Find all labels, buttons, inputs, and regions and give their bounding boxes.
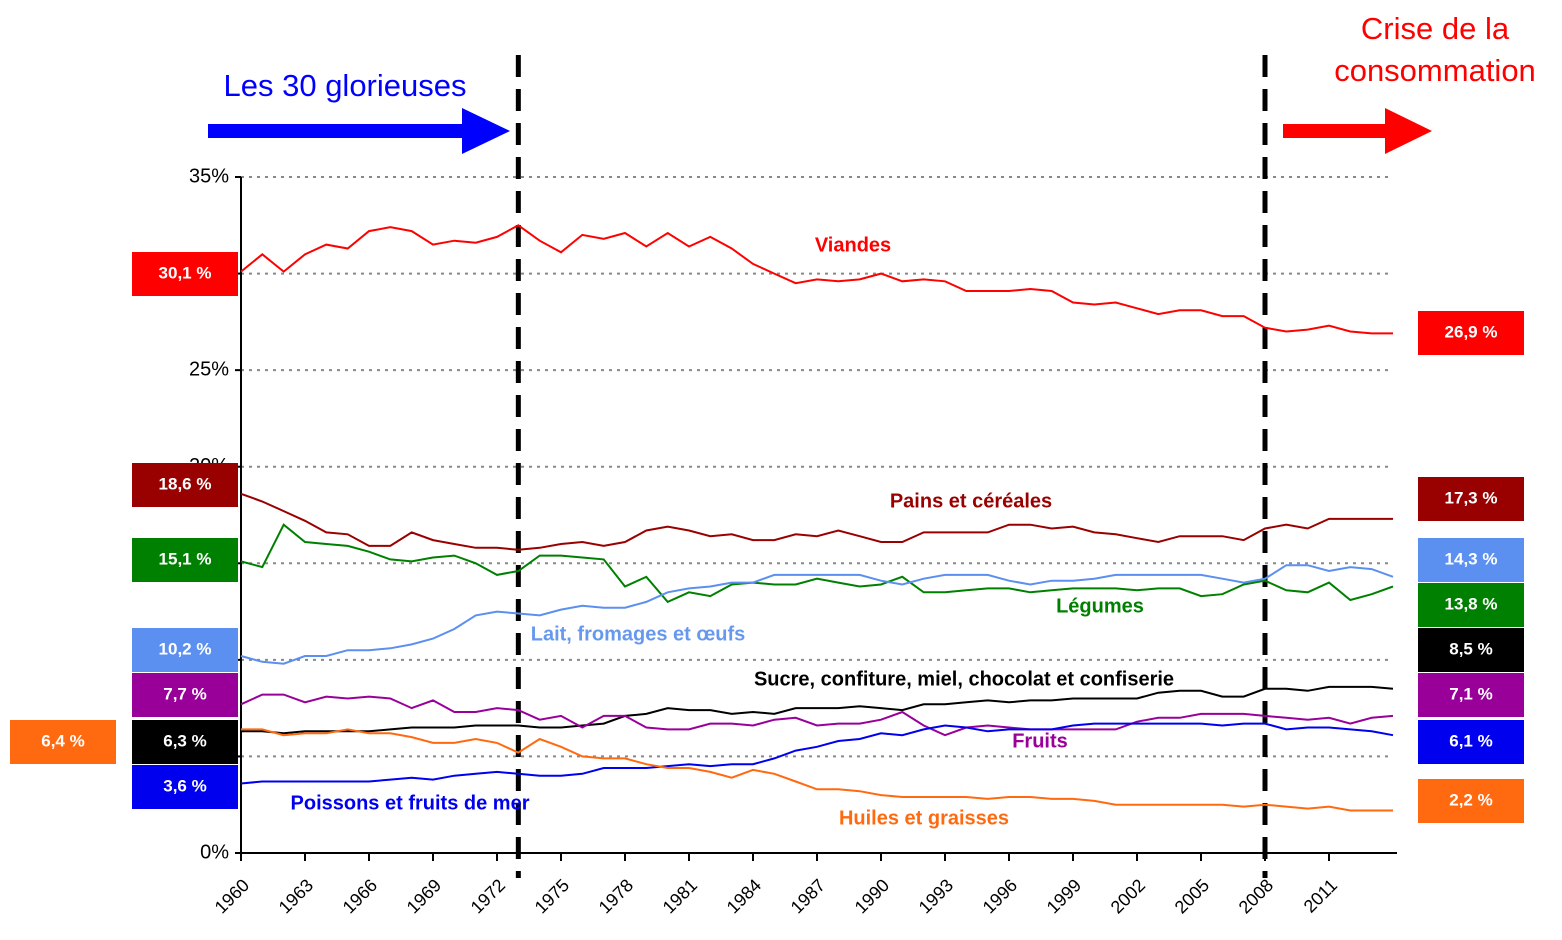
x-tick-label: 1984 (723, 875, 765, 917)
value-label: 13,8 % (1445, 594, 1498, 613)
value-label: 15,1 % (159, 549, 212, 568)
annotation: Crise de la (1361, 11, 1510, 46)
x-tick-label: 1975 (531, 875, 573, 917)
value-label-box (1418, 583, 1524, 627)
value-label-box (132, 463, 238, 507)
value-label-box (132, 765, 238, 809)
value-label: 30,1 % (159, 263, 212, 282)
value-label: 6,4 % (41, 731, 84, 750)
value-label-box (1418, 720, 1524, 764)
x-tick-label: 2008 (1235, 875, 1277, 917)
series-line (240, 492, 1393, 551)
series-name: Légumes (1056, 595, 1144, 617)
value-label: 14,3 % (1445, 549, 1498, 568)
series-name: Lait, fromages et œufs (531, 623, 745, 645)
arrow-glorieuses (208, 108, 510, 154)
series-line (240, 523, 1394, 604)
value-label-box (1418, 538, 1524, 582)
value-label: 2,2 % (1449, 790, 1492, 809)
series-line (241, 685, 1394, 735)
x-tick-label: 1993 (915, 875, 957, 917)
value-label: 3,6 % (163, 776, 206, 795)
series-name: Poissons et fruits de mer (291, 792, 530, 814)
series-name: Sucre, confiture, miel, chocolat et conf… (754, 668, 1174, 690)
y-tick-label: 35% (189, 165, 229, 187)
arrow-crise (1283, 108, 1432, 154)
value-label: 7,7 % (163, 684, 206, 703)
x-tick-label: 2002 (1107, 875, 1149, 917)
x-tick-label: 1978 (595, 875, 637, 917)
series-line (240, 564, 1394, 665)
series-name: Huiles et graisses (839, 807, 1009, 829)
series-line (240, 224, 1393, 335)
series-line (240, 722, 1394, 785)
value-label: 17,3 % (1445, 488, 1498, 507)
value-label-box (1418, 311, 1524, 355)
value-label-box (132, 673, 238, 717)
x-tick-label: 1972 (467, 875, 509, 917)
x-tick-label: 1981 (659, 875, 701, 917)
x-tick-label: 1966 (339, 875, 381, 917)
series-name: Pains et céréales (890, 490, 1052, 512)
x-tick-label: 1999 (1043, 875, 1085, 917)
annotation: Les 30 glorieuses (224, 68, 467, 103)
value-label-box (132, 628, 238, 672)
x-tick-label: 1990 (851, 875, 893, 917)
series-name: Fruits (1012, 730, 1068, 752)
value-label-box (1418, 673, 1524, 717)
y-tick-label: 0% (200, 841, 229, 863)
x-tick-label: 1996 (979, 875, 1021, 917)
value-label-box (10, 720, 116, 764)
value-label: 6,3 % (163, 731, 206, 750)
value-label: 7,1 % (1449, 684, 1492, 703)
y-tick-label: 25% (189, 358, 229, 380)
value-label-box (1418, 779, 1524, 823)
value-label-box (1418, 628, 1524, 672)
x-tick-label: 1963 (275, 875, 317, 917)
series-line (240, 693, 1394, 737)
x-tick-label: 2011 (1300, 875, 1342, 917)
value-label: 10,2 % (159, 639, 212, 658)
x-tick-label: 1969 (403, 875, 445, 917)
x-tick-label: 2005 (1171, 875, 1213, 917)
value-label-box (1418, 477, 1524, 521)
value-label-box (132, 720, 238, 764)
value-label-box (132, 252, 238, 296)
annotation: consommation (1334, 53, 1536, 88)
value-label: 8,5 % (1449, 639, 1492, 658)
value-label: 18,6 % (159, 474, 212, 493)
x-tick-label: 1987 (787, 875, 829, 917)
value-label-box (132, 538, 238, 582)
x-tick-label: 1960 (211, 875, 253, 917)
value-label: 26,9 % (1445, 322, 1498, 341)
series-name: Viandes (815, 234, 891, 256)
value-label: 6,1 % (1449, 731, 1492, 750)
series-line (241, 728, 1393, 812)
